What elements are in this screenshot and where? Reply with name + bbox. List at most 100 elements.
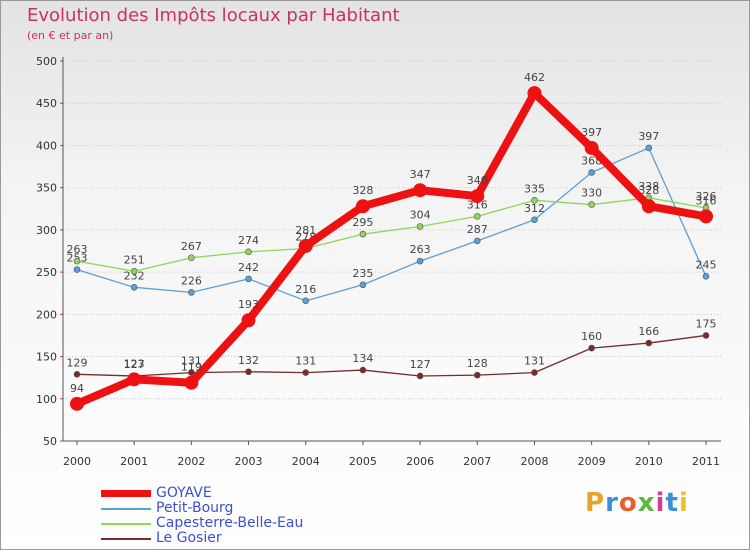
series-line-le-gosier	[76, 334, 707, 377]
data-label-capesterre-belle-eau-2001: 251	[124, 253, 145, 266]
y-tick-label-400: 400	[36, 139, 57, 152]
y-tick-label-100: 100	[36, 393, 57, 406]
data-point-goyave-2001	[127, 372, 142, 387]
data-label-capesterre-belle-eau-2006: 304	[410, 209, 431, 222]
data-label-capesterre-belle-eau-2003: 274	[238, 234, 259, 247]
data-point-goyave-2010	[641, 199, 656, 214]
data-label-le-gosier-2003: 132	[238, 354, 259, 367]
data-point-goyave-2000	[70, 396, 84, 411]
data-point-petit-bourg-2010	[645, 144, 653, 152]
x-tick-label-2003: 2003	[235, 455, 263, 468]
series-line-goyave	[73, 89, 710, 408]
data-point-petit-bourg-2000	[73, 266, 81, 273]
data-point-le-gosier-2000	[73, 370, 81, 378]
data-point-petit-bourg-2007	[473, 237, 481, 245]
data-point-capesterre-belle-eau-2001	[130, 267, 138, 275]
data-point-goyave-2003	[241, 313, 256, 328]
x-tick-label-2002: 2002	[177, 455, 205, 468]
data-label-petit-bourg-2004: 216	[295, 283, 316, 296]
data-label-petit-bourg-2011: 245	[696, 258, 717, 271]
y-tick-label-150: 150	[36, 351, 57, 364]
data-point-le-gosier-2003	[245, 368, 252, 376]
data-label-capesterre-belle-eau-2010: 338	[638, 180, 659, 193]
data-point-goyave-2009	[584, 140, 599, 155]
data-point-le-gosier-2010	[645, 339, 653, 347]
data-point-petit-bourg-2009	[588, 169, 595, 176]
data-label-goyave-2006: 347	[410, 168, 431, 181]
x-tick-label-2011: 2011	[692, 455, 720, 468]
data-point-le-gosier-2002	[188, 369, 195, 376]
data-label-goyave-2007: 340	[467, 174, 488, 187]
data-point-goyave-2008	[527, 86, 542, 101]
data-point-petit-bourg-2006	[416, 257, 424, 265]
data-point-goyave-2005	[355, 199, 370, 214]
data-label-le-gosier-2000: 129	[67, 356, 88, 369]
data-point-le-gosier-2011	[702, 332, 710, 339]
data-point-petit-bourg-2008	[531, 216, 538, 224]
data-point-capesterre-belle-eau-2003	[245, 248, 252, 256]
y-tick-label-300: 300	[36, 224, 57, 237]
data-label-le-gosier-2002: 131	[181, 355, 202, 368]
data-label-le-gosier-2005: 134	[352, 352, 373, 365]
data-point-petit-bourg-2003	[245, 275, 252, 283]
data-point-petit-bourg-2005	[359, 281, 367, 289]
legend-swatch-goyave	[101, 490, 151, 497]
data-point-petit-bourg-2002	[188, 289, 195, 296]
legend-label-petit-bourg: Petit-Bourg	[156, 500, 234, 516]
data-point-capesterre-belle-eau-2000	[73, 257, 81, 265]
data-point-goyave-2006	[413, 183, 428, 198]
data-label-le-gosier-2010: 166	[638, 325, 659, 338]
data-point-capesterre-belle-eau-2006	[416, 223, 424, 230]
data-point-petit-bourg-2011	[702, 273, 710, 280]
y-tick-label-350: 350	[36, 182, 57, 195]
data-label-goyave-2003: 193	[238, 298, 259, 311]
data-label-capesterre-belle-eau-2005: 295	[352, 216, 373, 229]
data-point-capesterre-belle-eau-2008	[531, 197, 538, 204]
legend-label-capesterre: Capesterre-Belle-Eau	[156, 515, 304, 531]
data-point-petit-bourg-2004	[302, 297, 310, 305]
data-label-petit-bourg-2001: 232	[124, 269, 145, 282]
y-tick-label-250: 250	[36, 266, 57, 279]
data-point-le-gosier-2005	[359, 366, 367, 374]
x-tick-label-2006: 2006	[406, 455, 434, 468]
data-label-le-gosier-2004: 131	[295, 355, 316, 368]
x-tick-label-2009: 2009	[578, 455, 606, 468]
data-point-le-gosier-2004	[302, 369, 310, 376]
data-label-petit-bourg-2003: 242	[238, 261, 259, 274]
data-label-goyave-2005: 328	[352, 184, 373, 197]
data-label-petit-bourg-2007: 287	[467, 223, 488, 236]
data-label-capesterre-belle-eau-2002: 267	[181, 240, 202, 253]
data-label-capesterre-belle-eau-2011: 326	[696, 190, 717, 203]
series-line-capesterre-belle-eau	[76, 197, 707, 272]
data-label-capesterre-belle-eau-2009: 330	[581, 187, 602, 200]
data-point-capesterre-belle-eau-2009	[588, 201, 595, 208]
data-label-petit-bourg-2010: 397	[638, 130, 659, 143]
legend-swatch-capesterre	[101, 523, 151, 525]
data-point-goyave-2007	[470, 189, 485, 204]
x-tick-label-2007: 2007	[463, 455, 491, 468]
y-tick-label-500: 500	[36, 55, 57, 68]
data-point-le-gosier-2006	[416, 372, 424, 380]
data-label-le-gosier-2009: 160	[581, 330, 602, 343]
data-label-goyave-2009: 397	[581, 126, 602, 139]
data-point-capesterre-belle-eau-2005	[359, 230, 367, 238]
legend-label-le-gosier: Le Gosier	[156, 530, 222, 546]
x-tick-label-2000: 2000	[63, 455, 91, 468]
data-label-le-gosier-2007: 128	[467, 357, 488, 370]
data-label-petit-bourg-2006: 263	[410, 243, 431, 256]
y-tick-label-200: 200	[36, 308, 57, 321]
data-label-le-gosier-2006: 127	[410, 358, 431, 371]
data-label-goyave-2000: 94	[70, 382, 84, 395]
data-point-le-gosier-2008	[531, 369, 538, 376]
y-tick-label-450: 450	[36, 97, 57, 110]
x-tick-label-2004: 2004	[292, 455, 320, 468]
x-tick-label-2001: 2001	[120, 455, 148, 468]
chart-subtitle: (en € et par an)	[27, 29, 114, 42]
x-tick-label-2005: 2005	[349, 455, 377, 468]
legend-swatch-le-gosier	[101, 538, 151, 540]
data-label-le-gosier-2008: 131	[524, 355, 545, 368]
data-label-goyave-2002: 119	[181, 361, 202, 374]
data-label-capesterre-belle-eau-2007: 316	[467, 198, 488, 211]
